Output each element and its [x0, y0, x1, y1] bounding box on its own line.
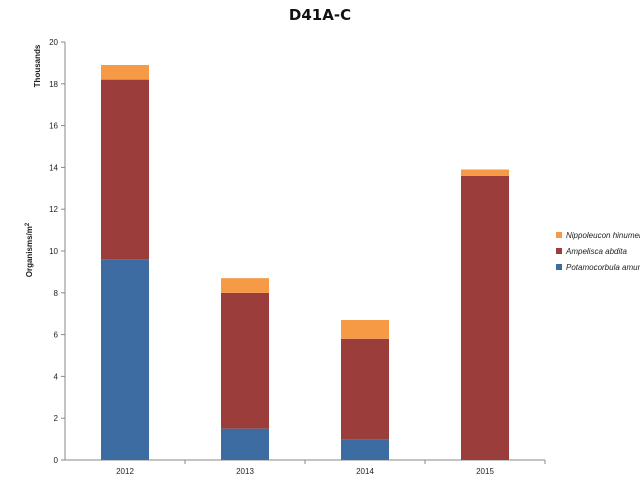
y-tick-label: 8	[54, 289, 59, 298]
x-tick-label: 2014	[356, 467, 374, 476]
x-tick-label: 2012	[116, 467, 134, 476]
y-tick-label: 10	[49, 247, 58, 256]
legend-label: Ampelisca abdita	[565, 247, 627, 256]
y-tick-label: 16	[49, 122, 58, 131]
chart-title: D41A-C	[289, 6, 351, 24]
bar-segment	[221, 278, 269, 293]
bar-segment	[101, 259, 149, 460]
y-tick-label: 20	[49, 38, 58, 47]
bar-segment	[101, 79, 149, 260]
legend: Nippoleucon hinumensis Ampelisca abdita Po…	[556, 231, 640, 272]
y-axis-label: Organisms/m2	[25, 222, 34, 277]
legend-label: Potamocorbula amurensis	[566, 263, 640, 272]
y-tick-label: 0	[54, 456, 59, 465]
legend-label: Nippoleucon hinumensis	[566, 231, 640, 240]
y-axis-label-superscript: 2	[25, 222, 31, 226]
y-tick-label: 6	[54, 331, 59, 340]
legend-swatch	[556, 248, 562, 254]
bars	[101, 64, 509, 460]
y-tick-label: 14	[49, 163, 58, 172]
bar-segment	[461, 175, 509, 460]
bar-segment	[101, 64, 149, 80]
y-tick-label: 18	[49, 80, 58, 89]
x-ticks: 2012 2013 2014 2015	[116, 460, 546, 476]
bar-segment	[461, 169, 509, 176]
x-tick-label: 2015	[476, 467, 494, 476]
bar-segment	[341, 319, 389, 339]
unit-label: Thousands	[33, 44, 42, 87]
bar-segment	[341, 439, 389, 460]
bar-segment	[221, 428, 269, 460]
y-ticks: 0 2 4 6 8 10 12 14 16 18 20	[49, 38, 65, 465]
legend-swatch	[556, 232, 562, 238]
bar-segment	[341, 338, 389, 440]
x-tick-label: 2013	[236, 467, 254, 476]
y-axis-label-text: Organisms/m	[25, 226, 34, 277]
bar-segment	[221, 292, 269, 429]
y-tick-label: 2	[54, 414, 59, 423]
y-tick-label: 4	[54, 372, 59, 381]
legend-swatch	[556, 264, 562, 270]
y-tick-label: 12	[49, 205, 58, 214]
